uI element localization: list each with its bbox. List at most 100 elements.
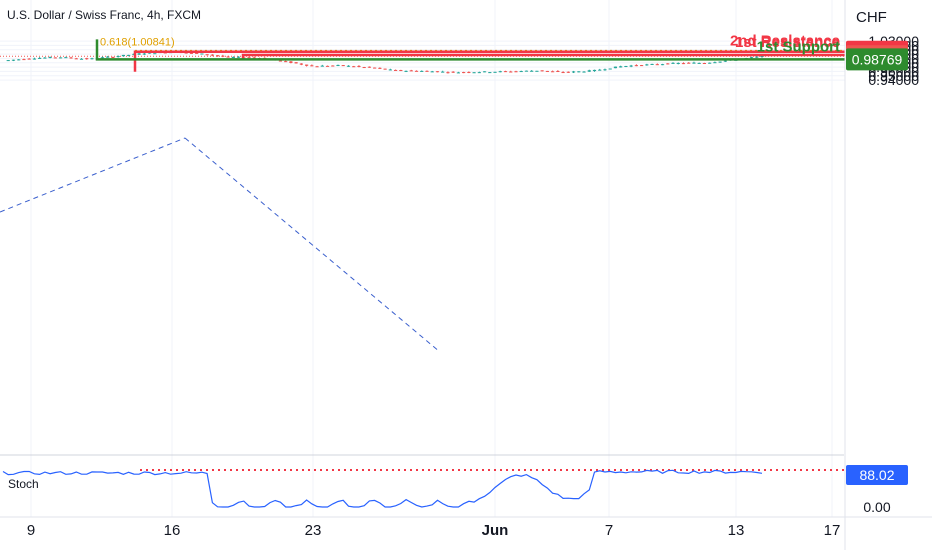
candle-body xyxy=(247,57,251,59)
time-tick-label: 13 xyxy=(728,522,745,539)
candle-body xyxy=(58,57,63,59)
candle-body xyxy=(498,71,502,73)
candle-body xyxy=(116,56,120,58)
candle-body xyxy=(530,70,534,72)
candle-body xyxy=(236,56,241,58)
candle-body xyxy=(305,64,309,66)
candle-body xyxy=(32,58,37,60)
candle-body xyxy=(681,63,686,65)
candle-body xyxy=(655,64,659,66)
time-tick-label: 7 xyxy=(605,522,613,539)
candle-body xyxy=(718,61,722,63)
second-resistance-line xyxy=(133,50,845,72)
candle-body xyxy=(399,70,403,72)
candle-body xyxy=(331,65,335,67)
candle-body xyxy=(592,69,597,72)
candle-body xyxy=(603,69,607,71)
candle-body xyxy=(640,65,644,67)
candle-body xyxy=(362,67,366,69)
candle-body xyxy=(482,71,487,73)
candle-body xyxy=(43,57,47,59)
candle-body xyxy=(352,66,356,68)
candle-body xyxy=(671,62,675,64)
candle-body xyxy=(147,52,152,54)
candle-body xyxy=(121,54,125,57)
candle-body xyxy=(425,70,429,72)
candle-body xyxy=(451,71,455,73)
candle-body xyxy=(200,53,204,55)
candle-body xyxy=(760,55,764,58)
candle-body xyxy=(702,63,707,65)
candle-body xyxy=(509,71,513,73)
candle-body xyxy=(373,67,377,69)
candle-body xyxy=(27,58,31,60)
candle-body xyxy=(252,57,256,59)
candle-body xyxy=(325,65,330,67)
candle-body xyxy=(456,72,460,74)
candle-body xyxy=(315,66,319,68)
time-tick-label: Jun xyxy=(482,522,509,539)
candle-body xyxy=(608,68,612,70)
candle-body xyxy=(645,64,649,66)
candle-body xyxy=(556,71,560,73)
candle-body xyxy=(341,65,345,67)
candle-body xyxy=(477,72,481,74)
candle-body xyxy=(310,65,314,67)
candle-body xyxy=(755,56,759,58)
candle-body xyxy=(524,70,529,72)
candle-body xyxy=(634,65,638,67)
candle-body xyxy=(723,60,727,62)
candle-body xyxy=(153,53,157,55)
candle-body xyxy=(551,71,555,73)
candle-body xyxy=(22,59,26,61)
stoch-value-text: 88.02 xyxy=(859,467,894,483)
time-tick-label: 17 xyxy=(824,522,841,539)
candle-body xyxy=(624,65,628,67)
candle-body xyxy=(446,72,450,74)
candle-body xyxy=(467,72,471,74)
candle-body xyxy=(111,56,115,58)
candle-body xyxy=(69,57,73,59)
trend-line-upper xyxy=(0,137,186,213)
candle-body xyxy=(598,69,602,71)
price-tick-label: 0.94000 xyxy=(868,72,919,88)
candle-body xyxy=(11,59,16,61)
candle-body xyxy=(692,62,696,64)
candle-body xyxy=(708,62,712,64)
candle-body xyxy=(514,71,518,73)
candle-body xyxy=(435,71,440,73)
candle-body xyxy=(284,61,288,63)
candle-body xyxy=(629,65,633,67)
candle-body xyxy=(650,63,654,65)
candle-body xyxy=(79,58,84,60)
candle-body xyxy=(587,70,591,72)
candle-body xyxy=(404,70,408,72)
candle-body xyxy=(414,70,419,72)
candle-body xyxy=(127,54,131,56)
candle-body xyxy=(53,57,57,59)
time-tick-label: 16 xyxy=(164,522,181,539)
candle-body xyxy=(676,62,680,64)
candle-body xyxy=(38,57,42,59)
candle-body xyxy=(488,72,492,74)
stoch-label: Stoch xyxy=(8,477,39,491)
candle-body xyxy=(231,56,235,58)
candle-body xyxy=(503,71,508,73)
candle-body xyxy=(409,70,413,72)
currency-label: CHF xyxy=(856,9,887,26)
candle-body xyxy=(393,69,398,71)
candle-body xyxy=(294,62,298,64)
candle-body xyxy=(205,54,209,56)
first-resistance-line xyxy=(241,53,845,60)
fib-level-label: 0.618(1.00841) xyxy=(100,36,175,48)
candle-body xyxy=(613,66,618,69)
trend-line xyxy=(184,137,441,353)
candle-body xyxy=(383,68,387,70)
candle-body xyxy=(184,52,188,54)
candle-body xyxy=(17,59,21,61)
first-support-tag-text: 0.98769 xyxy=(852,51,903,67)
candle-body xyxy=(137,53,141,55)
candle-body xyxy=(493,71,497,73)
candle-body xyxy=(90,58,94,60)
